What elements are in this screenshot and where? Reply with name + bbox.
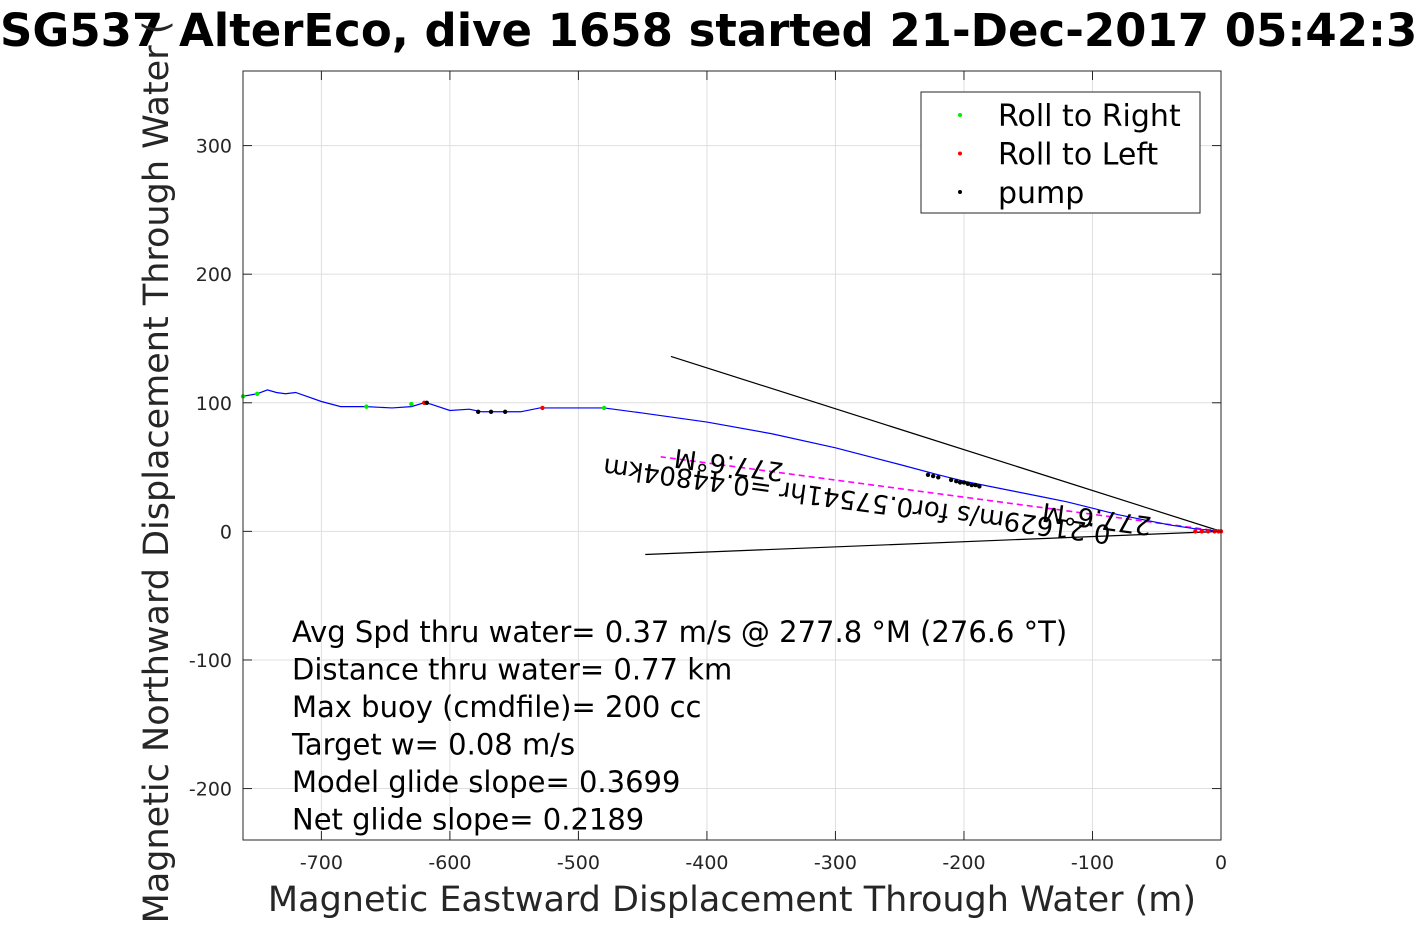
- chart-title: SG537 AlterEco, dive 1658 started 21-Dec…: [0, 4, 1417, 57]
- legend-label-pump: pump: [998, 176, 1084, 211]
- x-axis-label: Magnetic Eastward Displacement Through W…: [267, 880, 1197, 920]
- track-line: [242, 389, 1222, 532]
- y-axis-label: Magnetic Northward Displacement Through …: [137, 20, 177, 924]
- pump-point: [936, 475, 941, 480]
- y-tick-label: 300: [196, 136, 232, 158]
- pump-point: [948, 477, 954, 483]
- y-tick-label: 0: [220, 521, 232, 543]
- axes-box: [242, 70, 1222, 841]
- annotation-line: Net glide slope= 0.2189: [292, 803, 644, 837]
- legend-marker-roll-right: [958, 113, 962, 117]
- rotated-labels: 0.21629m/s for0.57541hr =0.44804km277.6°…: [601, 442, 1153, 549]
- roll-left-point: [1193, 529, 1198, 534]
- roll-right-point: [364, 404, 369, 409]
- annotation-line: Max buoy (cmdfile)= 200 cc: [292, 690, 701, 724]
- pump-point: [424, 400, 429, 405]
- plot-data: [240, 355, 1224, 556]
- x-tick-label: 0: [1215, 852, 1227, 874]
- annotation-block: Avg Spd thru water= 0.37 m/s @ 277.8 °M …: [291, 615, 1067, 837]
- pump-point: [977, 484, 982, 489]
- x-tick-label: -600: [428, 852, 471, 874]
- roll-right-point: [409, 401, 414, 407]
- envelope-upper-line: [670, 355, 1222, 532]
- pump-point: [969, 482, 974, 488]
- annotation-line: Model glide slope= 0.3699: [292, 765, 680, 799]
- x-tick-label: -500: [557, 852, 600, 874]
- pump-point: [502, 409, 508, 414]
- x-tick-label: -200: [942, 852, 985, 874]
- pump-point: [488, 409, 494, 414]
- current-direction-line: [660, 455, 1222, 533]
- annotation-line: Avg Spd thru water= 0.37 m/s @ 277.8 °M …: [292, 615, 1067, 649]
- pump-point: [961, 480, 967, 485]
- y-tick-label: -100: [189, 650, 232, 672]
- roll-right-point: [601, 405, 607, 411]
- roll-right-point: [254, 391, 260, 396]
- legend-label-roll-right: Roll to Right: [998, 99, 1181, 134]
- roll-left-point: [540, 405, 545, 411]
- x-tick-label: -700: [300, 852, 343, 874]
- x-tick-label: -300: [814, 852, 857, 874]
- pump-point: [475, 409, 481, 414]
- pump-point: [957, 480, 963, 485]
- envelope-lower-line: [645, 530, 1222, 556]
- axis-ticks: -700 -600 -500 -400 -300 -200 -100 0 -200 -100 0 10…: [189, 71, 1227, 874]
- pump-point: [965, 481, 971, 486]
- legend-marker-roll-left: [958, 151, 962, 156]
- y-tick-label: 200: [196, 264, 232, 286]
- roll-left-point: [1199, 529, 1204, 534]
- legend-label-roll-left: Roll to Left: [998, 138, 1158, 173]
- pump-point: [954, 479, 959, 484]
- annotation-line: Target w= 0.08 m/s: [291, 728, 575, 762]
- legend-marker-pump: [958, 190, 962, 194]
- pump-point: [973, 482, 978, 488]
- x-tick-label: -100: [1071, 852, 1114, 874]
- legend-box: [920, 91, 1201, 214]
- pump-point: [930, 473, 936, 479]
- y-tick-label: -200: [189, 779, 232, 801]
- pump-point: [925, 472, 931, 477]
- x-tick-label: -400: [685, 852, 728, 874]
- y-tick-label: 100: [196, 393, 232, 415]
- roll-left-point: [1205, 529, 1211, 534]
- annotation-line: Distance thru water= 0.77 km: [292, 653, 732, 687]
